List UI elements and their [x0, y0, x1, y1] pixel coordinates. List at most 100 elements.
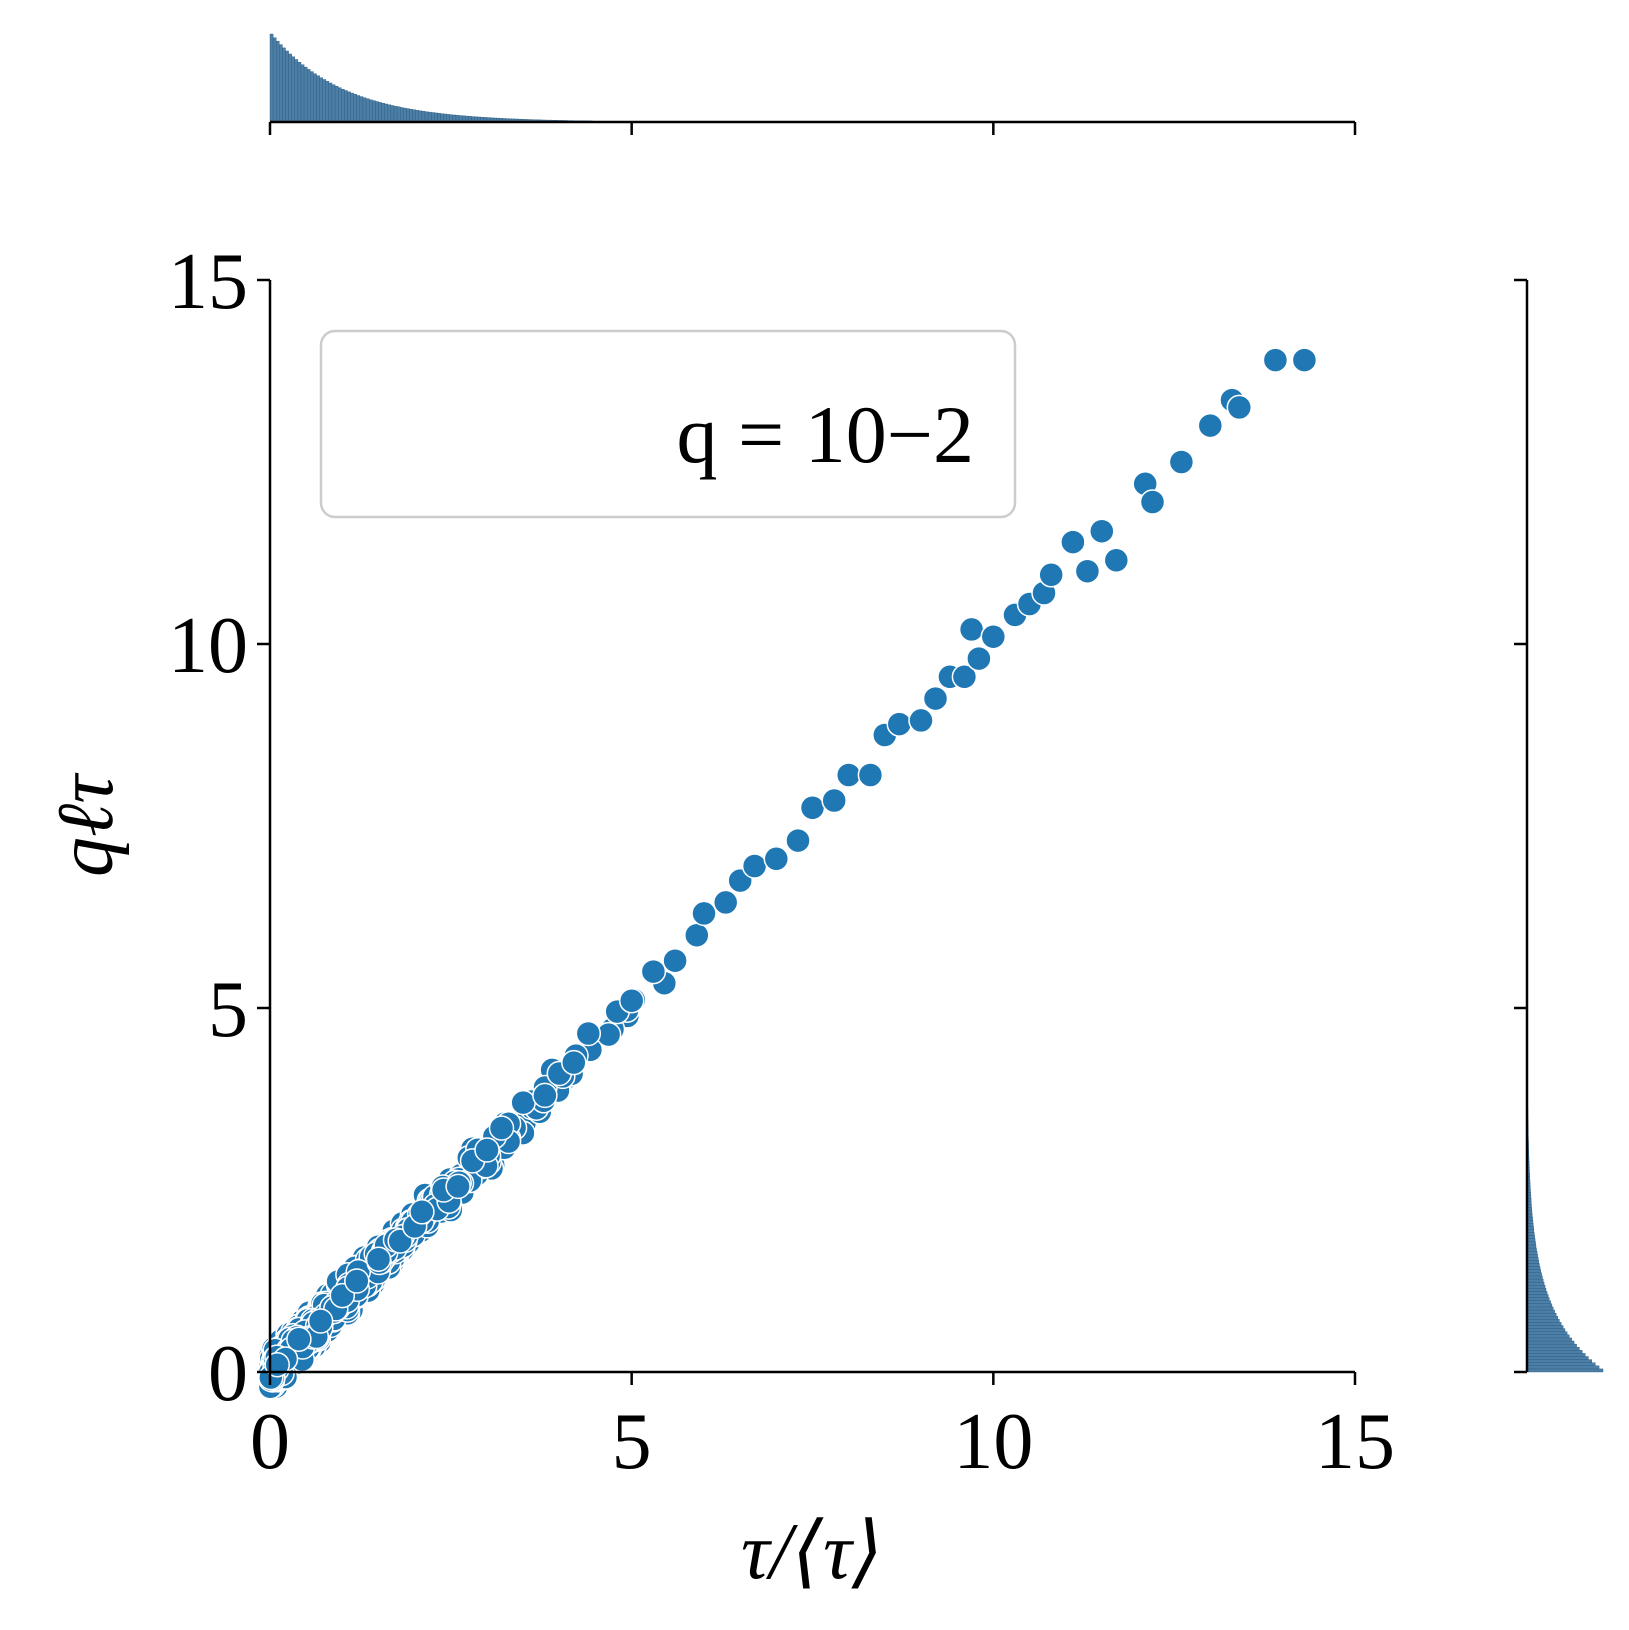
scatter-point [640, 958, 667, 985]
right-hist-bar [1526, 1328, 1566, 1332]
x-tick-label: 0 [250, 1398, 290, 1486]
top-hist-bar [390, 105, 395, 123]
scatter-point [1038, 562, 1064, 588]
top-marginal-histogram [269, 33, 593, 123]
right-hist-bar [1526, 1288, 1547, 1292]
y-axis-label: qℓτ [42, 772, 130, 877]
scatter-point [684, 922, 710, 948]
scatter-point [307, 1308, 334, 1334]
scatter-point [966, 645, 992, 672]
top-hist-bar [285, 50, 289, 123]
scatter-point [344, 1268, 370, 1294]
top-hist-bar [272, 37, 277, 123]
right-hist-bar [1526, 1346, 1580, 1351]
top-hist-bar [427, 111, 432, 123]
scatter-point [1262, 347, 1289, 373]
top-hist-bar [393, 105, 398, 123]
top-hist-bar [282, 47, 286, 123]
right-hist-bar [1526, 1312, 1557, 1317]
right-marginal-histogram [1526, 1105, 1604, 1373]
scatter-point [1291, 347, 1318, 373]
right-hist-bar [1526, 1356, 1589, 1360]
right-hist-bar [1526, 1291, 1548, 1295]
right-hist-bar [1526, 1244, 1537, 1249]
right-hist-bar [1526, 1300, 1551, 1304]
y-axis-ticks: 0 5 10 15 [168, 238, 270, 1418]
top-hist-bar [375, 101, 379, 123]
top-hist-bar [276, 41, 280, 123]
scatter-point [1197, 412, 1224, 439]
scatter-point [712, 889, 739, 916]
top-hist-bar [365, 98, 370, 123]
top-hist-bar [409, 108, 413, 123]
scatter-point [618, 987, 645, 1014]
top-hist-bar [344, 90, 348, 123]
scatter-point [575, 1020, 602, 1047]
scatter-point [1060, 529, 1086, 555]
top-hist-bar [325, 81, 330, 123]
right-hist-bar [1526, 1272, 1542, 1277]
scatter-point [1074, 558, 1101, 584]
scatter-point [365, 1246, 392, 1272]
right-hist-bar [1526, 1359, 1593, 1363]
top-hist-bar [415, 110, 420, 123]
top-hist-bar [307, 69, 311, 123]
scatter-point [1103, 547, 1130, 574]
top-hist-bar [400, 107, 404, 123]
scatter-point [691, 900, 717, 927]
scatter-point [908, 707, 934, 734]
right-hist-bar [1526, 1281, 1545, 1286]
top-hist-bar [384, 103, 389, 123]
right-hist-bar [1526, 1260, 1540, 1264]
right-hist-bar [1526, 1350, 1583, 1354]
right-hist-bar [1526, 1297, 1550, 1301]
top-hist-bar [294, 59, 299, 123]
scatter-point [958, 616, 985, 643]
top-hist-bar [328, 82, 333, 123]
scatter-point [835, 762, 862, 788]
top-hist-bar [421, 110, 426, 123]
scatter-point [886, 711, 913, 737]
right-hist-bar [1526, 1325, 1564, 1329]
top-hist-bar [362, 97, 367, 123]
scatter-point [532, 1082, 558, 1109]
top-hist-bar [396, 106, 401, 123]
right-hist-bar [1526, 1368, 1604, 1373]
right-hist-bar [1526, 1362, 1596, 1366]
top-hist-bar [412, 109, 416, 123]
top-hist-bar [331, 84, 336, 123]
right-hist-bar [1526, 1343, 1577, 1348]
scatter-point [662, 947, 688, 974]
right-hist-bar [1526, 1247, 1537, 1252]
right-hist-bar [1526, 1278, 1544, 1283]
scatter-point [474, 1137, 500, 1163]
scatter-point [857, 762, 884, 788]
top-hist-bar [279, 44, 283, 123]
top-hist-bar [341, 88, 345, 123]
scatter-point [980, 623, 1007, 650]
top-hist-bar [269, 33, 274, 123]
top-hist-bar [434, 112, 438, 123]
scatter-point [1226, 394, 1253, 421]
top-hist-bar [291, 56, 296, 123]
x-axis-ticks: 0 5 10 15 [250, 1372, 1395, 1486]
top-hist-bar [387, 104, 392, 123]
top-hist-bar [347, 91, 351, 123]
top-hist-bar [378, 102, 382, 123]
legend-entry: q = 10−2 [677, 389, 975, 480]
top-hist-bar [338, 87, 342, 123]
right-hist-bar [1526, 1306, 1554, 1311]
right-hist-bar [1526, 1337, 1572, 1342]
right-hist-bar [1526, 1257, 1539, 1261]
scatter-point [488, 1115, 515, 1141]
top-hist-ticks [268, 122, 1357, 135]
right-hist-bar [1526, 1331, 1568, 1335]
right-hist-bar [1526, 1365, 1600, 1370]
top-hist-bar [406, 108, 410, 123]
top-hist-bar [369, 99, 373, 123]
scatter-point [951, 664, 978, 690]
x-tick-label: 15 [1315, 1398, 1395, 1486]
top-hist-bar [313, 73, 317, 123]
top-hist-bar [322, 79, 327, 123]
x-axis-label: τ/⟨τ⟩ [741, 1508, 883, 1596]
